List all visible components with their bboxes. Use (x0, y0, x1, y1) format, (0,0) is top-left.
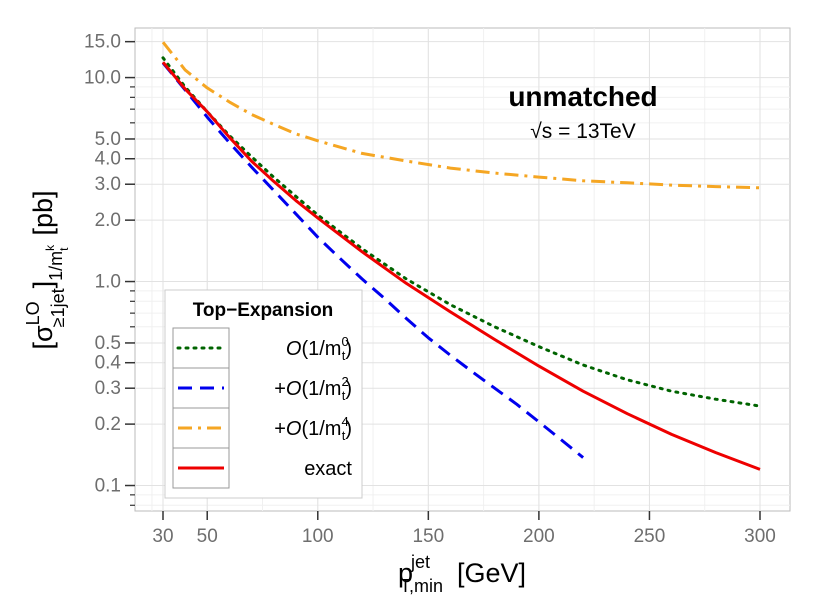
legend-label-part: + (274, 418, 286, 440)
x-tick-label: 300 (744, 526, 776, 547)
x-tick-label: 50 (197, 526, 218, 547)
legend-label-part: 4 (341, 414, 348, 429)
legend-label-part: + (274, 378, 286, 400)
y-axis: 0.1 0.2 0.3 0.40.5 1.0 2.0 3.0 4.05.0 10.0 15.0 (84, 32, 135, 506)
y-axis-title: [σLO ≥1jet]1/mkt [pb] (23, 190, 71, 349)
y-axis-title-outer-sub: 1/m (46, 251, 66, 281)
legend-title: Top−Expansion (193, 300, 334, 321)
x-axis-title-unit: [GeV] (457, 558, 526, 588)
legend-label-part: ) (345, 338, 352, 360)
legend-label-part: 2 (341, 374, 348, 389)
legend-label-part: O (286, 338, 302, 360)
x-axis-title-sup: jet (410, 552, 430, 572)
legend-label: O(1/m0 t) (286, 334, 352, 363)
y-axis-title-unit: [pb] (28, 190, 58, 235)
annotation-subtitle: √s = 13TeV (530, 120, 636, 143)
legend: Top−Expansion O(1/m0 t)+O(1/m2 t)+O(1/m4 t)… (164, 289, 363, 499)
y-axis-title-outer-sub-sub: t (57, 247, 71, 251)
legend-label: +O(1/m2 t) (274, 374, 352, 403)
y-tick-label: 5.0 (95, 129, 121, 150)
legend-label-part: (1/m (301, 418, 341, 440)
legend-label-part: ) (345, 418, 352, 440)
series-line-1 (161, 61, 585, 459)
x-axis-title-base: p (398, 558, 413, 588)
legend-label-part: O (286, 418, 302, 440)
legend-items: O(1/m0 t)+O(1/m2 t)+O(1/m4 t)exact (172, 327, 352, 489)
y-tick-label: 0.2 (95, 414, 121, 435)
x-tick-label: 250 (634, 526, 666, 547)
y-axis-title-sigma: σ (28, 325, 58, 342)
x-tick-label: 100 (302, 526, 334, 547)
x-tick-label: 30 (152, 526, 173, 547)
y-tick-label: 15.0 (84, 32, 121, 53)
x-axis-title: pjet T,min [GeV] (398, 552, 526, 596)
y-axis-title-bracket-close: ] (28, 281, 58, 289)
y-tick-label: 0.5 (95, 333, 121, 354)
legend-label-part: O (286, 378, 302, 400)
legend-label-part: (1/m (301, 378, 341, 400)
series-lines (161, 41, 762, 471)
legend-label-part: ) (345, 378, 352, 400)
y-axis-title-sup: LO (23, 301, 43, 325)
y-tick-label: 0.4 (95, 353, 122, 374)
y-tick-label: 0.3 (95, 378, 121, 399)
legend-label-part: t (342, 428, 346, 443)
x-tick-label: 150 (412, 526, 444, 547)
legend-label: +O(1/m4 t) (274, 414, 352, 443)
legend-label-part: 0 (341, 334, 348, 349)
x-axis-title-sub: T,min (400, 576, 443, 596)
y-tick-label: 10.0 (84, 68, 121, 89)
y-axis-title-bracket-open: [ (28, 342, 58, 350)
y-axis-title-outer-sub-sup: k (43, 244, 57, 251)
y-tick-label: 1.0 (95, 272, 121, 293)
legend-label-part: t (342, 348, 346, 363)
series-line-3 (161, 61, 761, 471)
legend-label: exact (304, 458, 352, 480)
x-tick-label: 200 (523, 526, 555, 547)
y-tick-label: 3.0 (95, 174, 121, 195)
legend-label-part: (1/m (301, 338, 341, 360)
legend-label-part: t (342, 388, 346, 403)
y-tick-label: 0.1 (95, 476, 121, 497)
x-axis: 30 50 100 150 200 250 300 (152, 511, 776, 547)
y-tick-label: 2.0 (95, 210, 121, 231)
y-tick-label: 4.0 (95, 149, 121, 170)
y-axis-title-sub: ≥1jet (48, 288, 68, 327)
annotation-title: unmatched (508, 81, 657, 112)
